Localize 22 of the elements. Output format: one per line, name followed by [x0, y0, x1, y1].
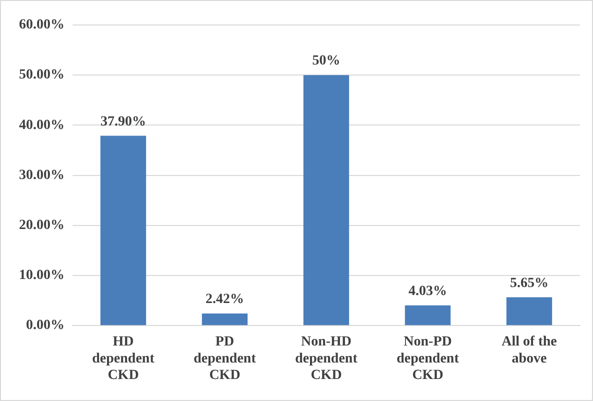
x-tick-label: Non-PD dependent CKD	[396, 334, 460, 384]
data-label: 50%	[312, 54, 340, 69]
bar	[506, 297, 552, 326]
data-label: 4.03%	[408, 284, 447, 300]
bar	[404, 305, 451, 326]
bar	[100, 136, 146, 326]
x-tick-label: All of the above	[502, 334, 557, 366]
bar	[202, 313, 248, 326]
data-label: 2.42%	[206, 292, 244, 308]
data-label: 37.90%	[100, 114, 146, 130]
x-tick-label: PD dependent CKD	[194, 334, 256, 384]
y-tick-label: 60.00%	[19, 18, 64, 33]
y-tick-label: 30.00%	[19, 168, 64, 183]
x-tick-label: HD dependent CKD	[92, 334, 155, 384]
y-tick-label: 40.00%	[19, 118, 64, 133]
bar	[303, 75, 350, 326]
y-tick-label: 10.00%	[19, 268, 64, 284]
x-tick-label: Non-HD dependent CKD	[295, 334, 358, 384]
y-tick-label: 0.00%	[26, 318, 64, 334]
y-tick-label: 20.00%	[19, 218, 64, 234]
data-label: 5.65%	[510, 276, 548, 291]
y-tick-label: 50.00%	[19, 68, 64, 83]
